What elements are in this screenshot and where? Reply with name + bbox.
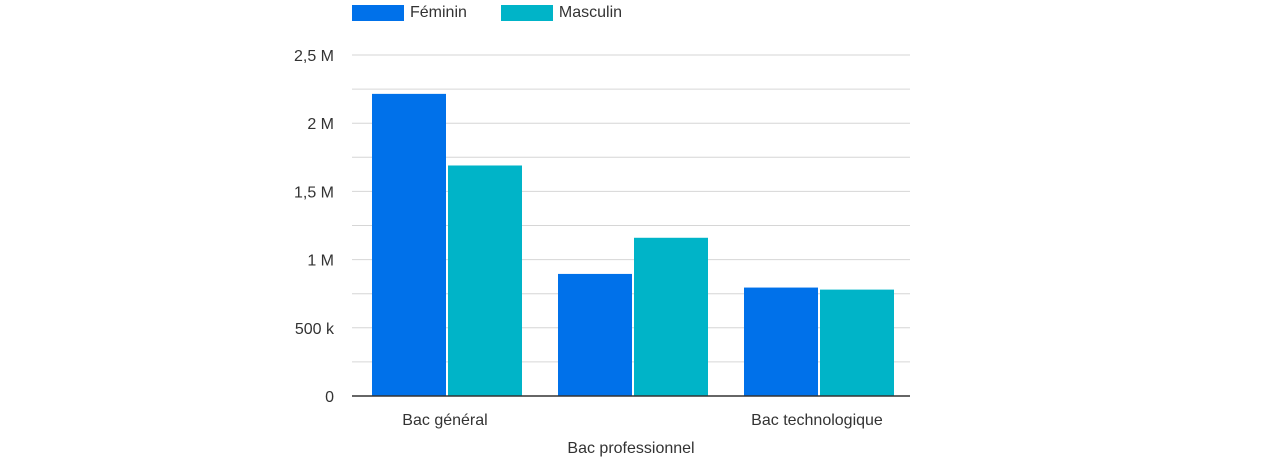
y-tick-label: 1,5 M	[294, 184, 334, 201]
x-category-label: Bac général	[402, 412, 487, 429]
bar-feminin-1	[558, 273, 632, 396]
y-tick-label: 500 k	[295, 321, 335, 338]
legend: Féminin Masculin	[352, 4, 656, 22]
x-category-label: Bac technologique	[751, 412, 883, 429]
legend-label-masculin: Masculin	[558, 4, 623, 21]
legend-item-masculin[interactable]: Masculin	[500, 4, 623, 22]
legend-item-feminin[interactable]: Féminin	[352, 4, 467, 22]
bar-masculin-0	[448, 165, 522, 396]
y-tick-label: 2 M	[307, 116, 334, 133]
legend-swatch-masculin	[500, 5, 553, 21]
legend-label-feminin: Féminin	[410, 4, 467, 21]
y-tick-label: 1 M	[307, 253, 334, 270]
bar-masculin-2	[820, 289, 894, 396]
bar-feminin-2	[744, 287, 818, 396]
y-tick-label: 2,5 M	[294, 48, 334, 65]
bar-feminin-0	[372, 93, 446, 397]
x-category-label: Bac professionnel	[567, 440, 694, 457]
y-tick-label: 0	[325, 389, 334, 406]
legend-swatch-feminin	[352, 5, 404, 21]
bar-masculin-1	[634, 237, 708, 396]
